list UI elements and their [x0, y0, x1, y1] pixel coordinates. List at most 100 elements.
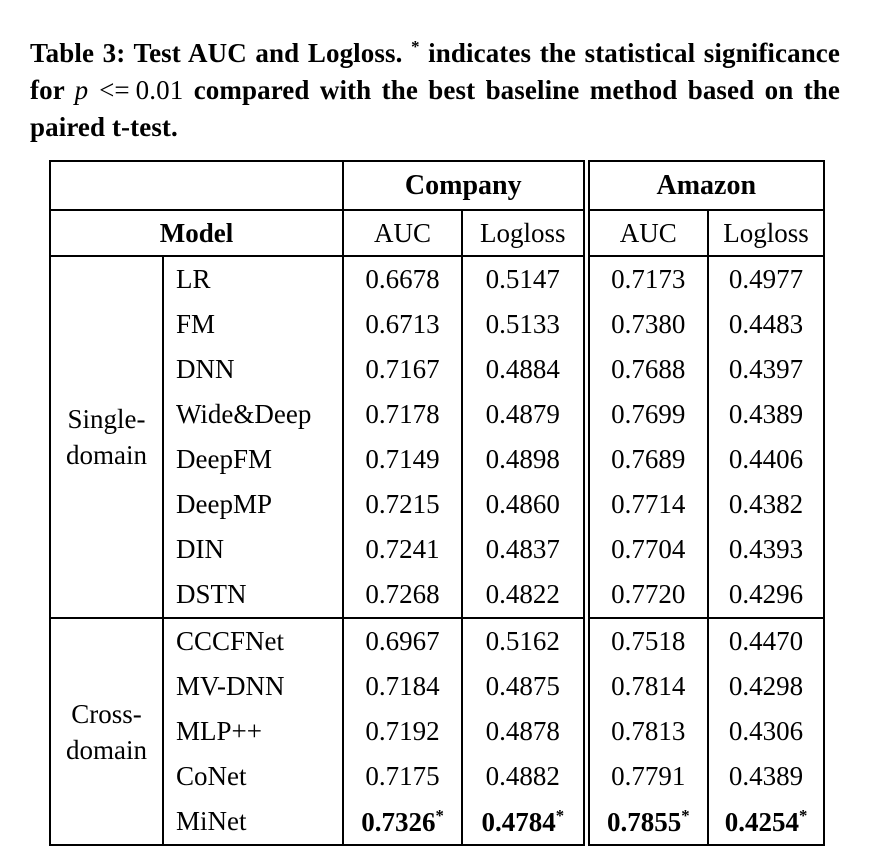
- model-name-cell: DSTN: [162, 572, 343, 618]
- metric-value-cell: 0.7791: [582, 754, 709, 799]
- metric-value-cell: 0.7326*: [342, 799, 462, 845]
- model-name-cell: Wide&Deep: [162, 392, 343, 437]
- metric-value-cell: 0.4470: [707, 617, 825, 664]
- metric-value-cell: 0.4406: [707, 437, 825, 482]
- metric-value: 0.7326: [361, 806, 436, 837]
- metric-value: 0.7855: [606, 806, 682, 837]
- metric-value-cell: 0.4879: [460, 392, 587, 437]
- significance-star: *: [435, 805, 444, 825]
- significance-star: *: [681, 805, 690, 825]
- metric-value-cell: 0.4296: [707, 572, 825, 618]
- metric-value-cell: 0.7720: [582, 572, 709, 618]
- metric-header-row: Model AUC Logloss AUC Logloss: [50, 210, 825, 257]
- table-row: Cross-domain CCCFNet 0.6967 0.5162 0.751…: [50, 617, 825, 845]
- metric-value-cell: 0.5147: [460, 256, 587, 302]
- metric-value-cell: 0.5133: [460, 302, 587, 347]
- metric-value-cell: 0.6678: [342, 256, 462, 302]
- model-name-cell: FM: [162, 302, 343, 347]
- significance-star: *: [555, 805, 565, 825]
- caption-significance-text: indicates the statistical significance f…: [30, 38, 840, 105]
- metric-value-cell: 0.4878: [460, 709, 587, 754]
- metric-value-cell: 0.7184: [342, 664, 462, 709]
- table-row: CoNet 0.7175 0.4882 0.7791 0.4389: [50, 754, 825, 799]
- metric-value-cell: 0.7704: [582, 527, 709, 572]
- header-logloss-amazon: Logloss: [707, 210, 825, 257]
- metric-value-cell: 0.7268: [342, 572, 462, 618]
- metric-value-cell: 0.7192: [342, 709, 462, 754]
- model-name-cell: MV-DNN: [162, 664, 343, 709]
- metric-value-cell: 0.6967: [342, 617, 462, 664]
- model-name-cell: MiNet: [162, 799, 343, 845]
- metric-value-cell: 0.7699: [582, 392, 709, 437]
- metric-value-cell: 0.4306: [707, 709, 825, 754]
- metric-value-cell: 0.4298: [707, 664, 825, 709]
- metric-value-cell: 0.7178: [342, 392, 462, 437]
- metric-value-cell: 0.4837: [460, 527, 587, 572]
- metric-value-cell: 0.7380: [582, 302, 709, 347]
- metric-value-cell: 0.7813: [582, 709, 709, 754]
- group-label-cross-domain: Cross-domain: [50, 617, 163, 845]
- model-name-cell: MLP++: [162, 709, 343, 754]
- caption-comparison-operator: <=: [99, 75, 130, 105]
- metric-value: 0.4784: [481, 806, 556, 837]
- header-logloss-company: Logloss: [460, 210, 587, 257]
- caption-p-variable: p: [74, 75, 89, 105]
- table-row: DIN 0.7241 0.4837 0.7704 0.4393: [50, 527, 825, 572]
- table-row: Single-domain LR 0.6678 0.5147 0.7173 0.…: [50, 256, 825, 470]
- metric-value-cell: 0.4860: [460, 482, 587, 527]
- model-name-cell: DIN: [162, 527, 343, 572]
- metric-value-cell: 0.7175: [342, 754, 462, 799]
- table-row-minet-best: MiNet 0.7326* 0.4784* 0.7855* 0.4254*: [50, 799, 825, 845]
- model-name-cell: DeepFM: [162, 437, 343, 482]
- significance-star: *: [798, 805, 808, 825]
- metric-value-cell: 0.4389: [707, 754, 825, 799]
- metric-value-cell: 0.6713: [342, 302, 462, 347]
- single-domain-group: Single-domain LR 0.6678 0.5147 0.7173 0.…: [50, 256, 825, 618]
- metric-value-cell: 0.7714: [582, 482, 709, 527]
- caption-math-expression: p <= 0.01: [75, 75, 184, 105]
- header-model: Model: [50, 210, 343, 257]
- caption-p-value: 0.01: [135, 75, 184, 105]
- metric-value-cell: 0.4393: [707, 527, 825, 572]
- significance-star: *: [411, 37, 420, 56]
- metric-value-cell: 0.4822: [460, 572, 587, 618]
- metric-value-cell: 0.7855*: [582, 799, 709, 845]
- metric-value-cell: 0.4977: [707, 256, 825, 302]
- header-amazon: Amazon: [582, 161, 825, 211]
- metric-value-cell: 0.5162: [460, 617, 587, 664]
- metric-value-cell: 0.7814: [582, 664, 709, 709]
- metric-value-cell: 0.7149: [342, 437, 462, 482]
- metric-value-cell: 0.4884: [460, 347, 587, 392]
- metric-value-cell: 0.4397: [707, 347, 825, 392]
- table-row: DeepFM 0.7149 0.4898 0.7689 0.4406: [50, 437, 825, 482]
- metric-value-cell: 0.4898: [460, 437, 587, 482]
- metric-value-cell: 0.7215: [342, 482, 462, 527]
- model-name-cell: DeepMP: [162, 482, 343, 527]
- metric-value-cell: 0.4254*: [707, 799, 825, 845]
- table-caption: Table 3: Test AUC and Logloss. * indicat…: [30, 28, 840, 146]
- metric-value-cell: 0.4882: [460, 754, 587, 799]
- header-auc-amazon: AUC: [582, 210, 709, 257]
- metric-value-cell: 0.4382: [707, 482, 825, 527]
- table-row: FM 0.6713 0.5133 0.7380 0.4483: [50, 302, 825, 347]
- metric-value-cell: 0.7241: [342, 527, 462, 572]
- table-row: DeepMP 0.7215 0.4860 0.7714 0.4382: [50, 482, 825, 527]
- metric-value-cell: 0.7518: [582, 617, 709, 664]
- model-name-cell: CCCFNet: [162, 617, 343, 664]
- metric-value: 0.4254: [724, 806, 799, 837]
- model-name-cell: LR: [162, 256, 343, 302]
- metric-value-cell: 0.4483: [707, 302, 825, 347]
- table-row: DNN 0.7167 0.4884 0.7688 0.4397: [50, 347, 825, 392]
- metric-value-cell: 0.7173: [582, 256, 709, 302]
- metric-value-cell: 0.4875: [460, 664, 587, 709]
- table-row: DSTN 0.7268 0.4822 0.7720 0.4296: [50, 572, 825, 618]
- model-name-cell: CoNet: [162, 754, 343, 799]
- metric-value-cell: 0.7167: [342, 347, 462, 392]
- table-row: MV-DNN 0.7184 0.4875 0.7814 0.4298: [50, 664, 825, 709]
- header-auc-company: AUC: [342, 210, 462, 257]
- metric-value-cell: 0.4784*: [460, 799, 587, 845]
- cross-domain-group: Cross-domain CCCFNet 0.6967 0.5162 0.751…: [50, 617, 825, 845]
- caption-tail-text: compared with the best baseline method b…: [30, 75, 840, 142]
- metric-value-cell: 0.4389: [707, 392, 825, 437]
